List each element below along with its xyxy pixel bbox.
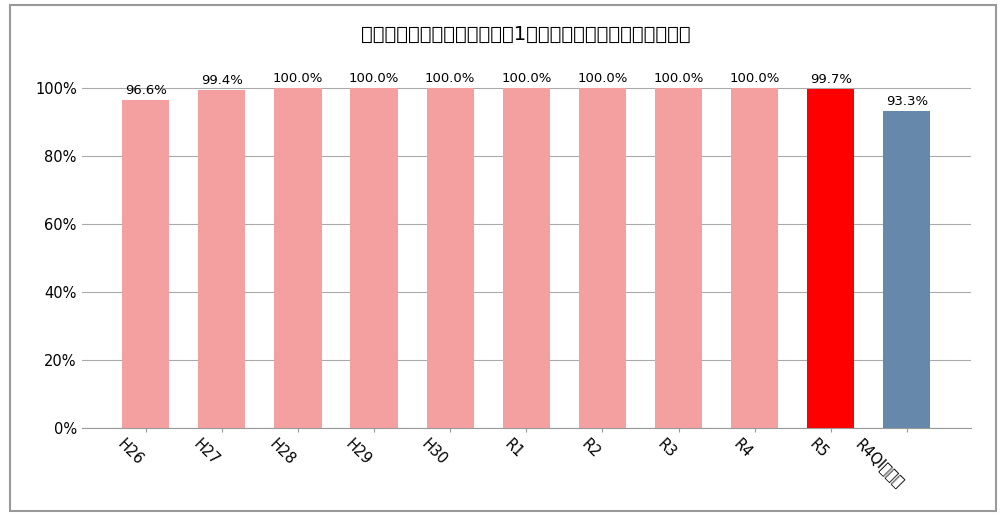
Bar: [731, 88, 779, 428]
Bar: [883, 111, 931, 428]
Text: 96.6%: 96.6%: [125, 84, 167, 97]
Text: 100.0%: 100.0%: [729, 72, 780, 86]
Bar: [198, 90, 245, 428]
Text: 99.4%: 99.4%: [201, 74, 242, 88]
Bar: [427, 88, 474, 428]
Text: 93.3%: 93.3%: [886, 95, 928, 108]
Bar: [122, 100, 169, 428]
Text: 100.0%: 100.0%: [577, 72, 628, 86]
Text: 100.0%: 100.0%: [273, 72, 323, 86]
Text: 100.0%: 100.0%: [653, 72, 704, 86]
Text: 100.0%: 100.0%: [501, 72, 551, 86]
Text: 100.0%: 100.0%: [425, 72, 476, 86]
Bar: [503, 88, 550, 428]
Bar: [655, 88, 702, 428]
Text: 100.0%: 100.0%: [349, 72, 399, 86]
Bar: [350, 88, 397, 428]
Text: 99.7%: 99.7%: [810, 73, 852, 87]
Bar: [578, 88, 626, 428]
Bar: [807, 89, 854, 428]
Bar: [275, 88, 322, 428]
Title: 特定術式における手術開始前1時間以内の予防的抗菌薬投与率: 特定術式における手術開始前1時間以内の予防的抗菌薬投与率: [361, 25, 691, 44]
